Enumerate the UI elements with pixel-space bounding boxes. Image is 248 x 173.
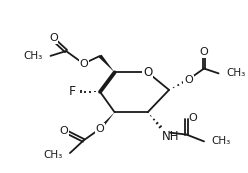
Polygon shape [99,55,115,72]
Text: O: O [60,126,68,136]
Text: O: O [188,113,197,123]
Text: CH₃: CH₃ [226,68,246,78]
Text: CH₃: CH₃ [24,51,43,61]
Text: O: O [200,47,208,57]
Text: CH₃: CH₃ [43,150,62,160]
Text: O: O [79,59,88,69]
Text: O: O [184,75,193,85]
Text: CH₃: CH₃ [212,136,231,146]
Text: O: O [49,33,58,43]
Text: F: F [69,85,76,98]
Text: O: O [96,124,104,134]
Polygon shape [99,112,115,130]
Text: NH: NH [162,130,180,143]
Text: O: O [143,66,152,79]
